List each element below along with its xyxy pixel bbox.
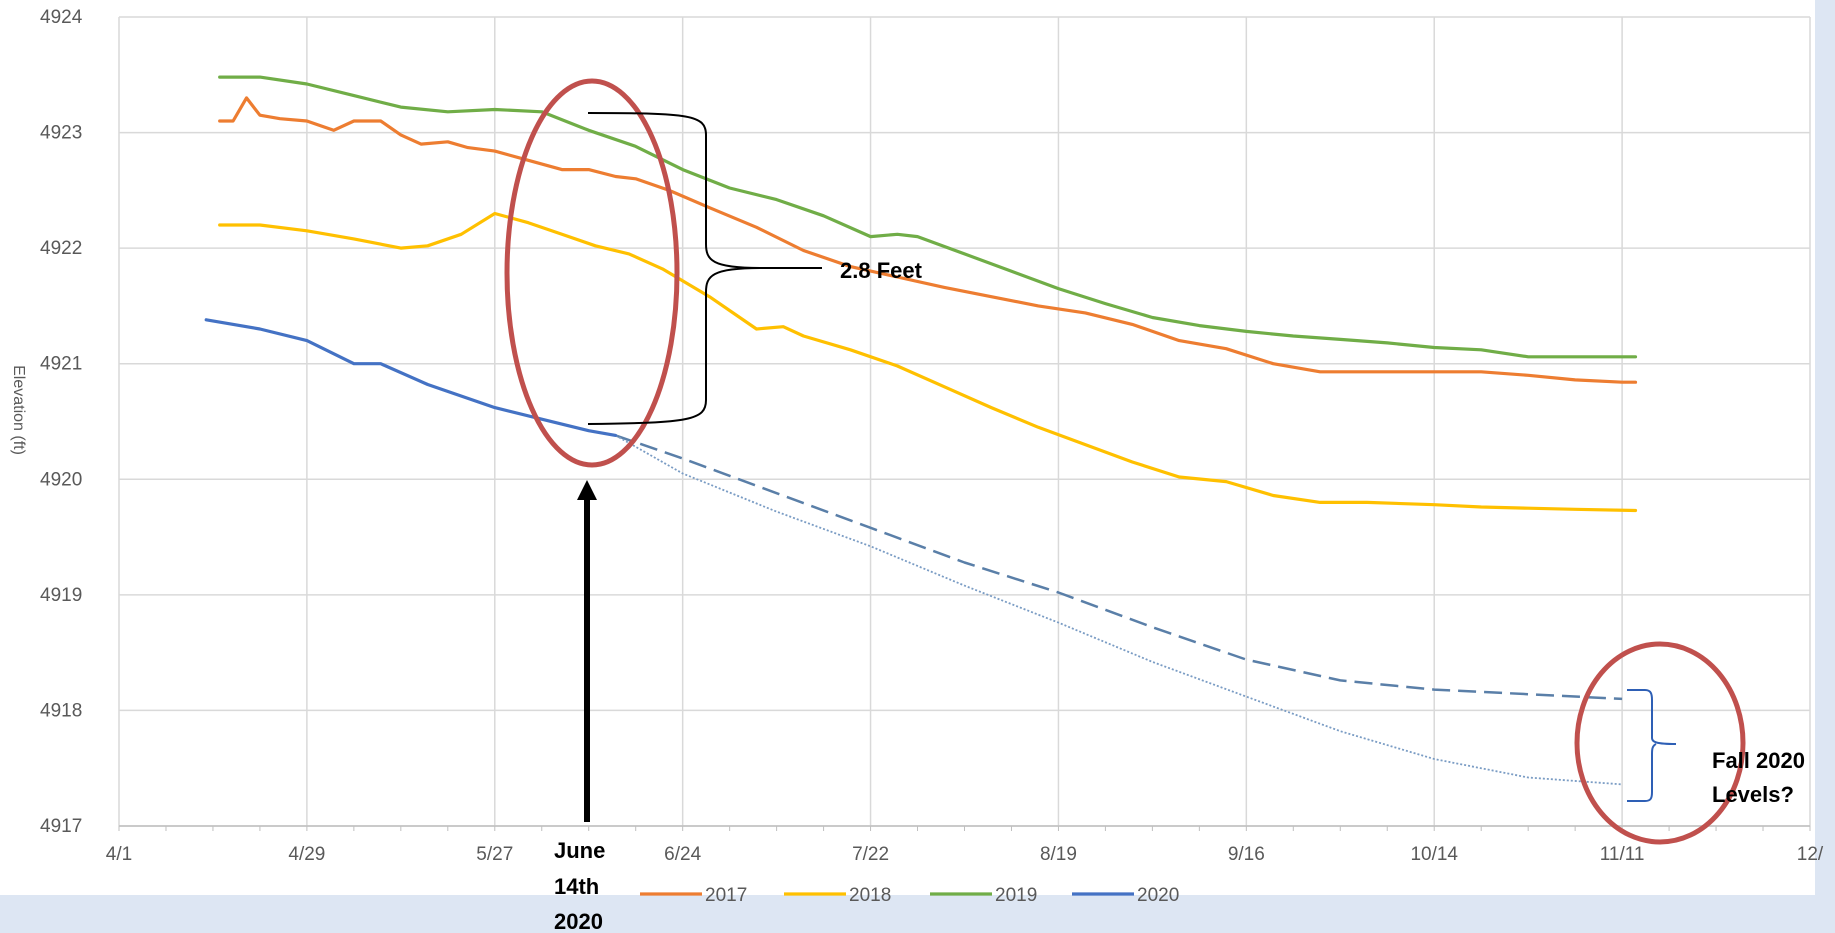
series-line-2019 bbox=[218, 75, 1638, 359]
legend-label-2018: 2018 bbox=[849, 885, 891, 906]
date-label-line-3: 2020 bbox=[554, 909, 603, 933]
fall-label-line-1: Fall 2020 bbox=[1712, 748, 1805, 773]
series-lines bbox=[204, 75, 1638, 786]
y-tick-label: 4918 bbox=[40, 700, 82, 721]
june-highlight-ellipse bbox=[504, 78, 680, 468]
x-tick-label: 8/19 bbox=[1040, 844, 1077, 865]
y-tick-label: 4921 bbox=[40, 354, 82, 375]
legend-label-2020: 2020 bbox=[1137, 885, 1179, 906]
x-tick-label: 7/22 bbox=[852, 844, 889, 865]
legend-label-2017: 2017 bbox=[705, 885, 747, 906]
y-tick-label: 4924 bbox=[40, 7, 83, 28]
x-tick-label: 12/ bbox=[1797, 844, 1824, 865]
legend-label-2019: 2019 bbox=[995, 885, 1037, 906]
annotations: 2.8 Feet Fall 2020 Levels? June 14th 202… bbox=[504, 78, 1805, 933]
x-tick-label: 10/14 bbox=[1410, 844, 1458, 865]
fall-brace bbox=[1627, 689, 1677, 802]
series-line-2018 bbox=[218, 211, 1638, 513]
series-line-2020 bbox=[204, 318, 618, 437]
date-label-line-2: 14th bbox=[554, 874, 599, 899]
x-tick-label: 5/27 bbox=[476, 844, 513, 865]
series-line-2017 bbox=[218, 96, 1638, 384]
projection-line-dotted bbox=[615, 434, 1623, 786]
plot-area-background bbox=[0, 0, 1815, 895]
y-tick-label: 4922 bbox=[40, 238, 82, 259]
difference-brace bbox=[587, 112, 822, 425]
difference-label: 2.8 Feet bbox=[840, 258, 923, 283]
y-axis-label: Elevation (ft) bbox=[10, 365, 27, 455]
y-tick-label: 4919 bbox=[40, 585, 82, 606]
y-tick-label: 4923 bbox=[40, 123, 82, 144]
x-tick-labels: 4/1 4/29 5/27 6/24 7/22 8/19 9/16 10/14 11/11 12/ bbox=[106, 844, 1824, 865]
x-tick-label: 9/16 bbox=[1228, 844, 1265, 865]
fall-highlight-ellipse bbox=[1574, 641, 1746, 845]
y-tick-label: 4917 bbox=[40, 816, 82, 837]
june-arrow-head bbox=[577, 480, 597, 500]
y-tick-labels: 4917 4918 4919 4920 4921 4922 4923 4924 bbox=[40, 7, 83, 837]
x-tick-label: 4/29 bbox=[288, 844, 325, 865]
legend: 2017 2018 2019 2020 bbox=[640, 885, 1179, 906]
fall-label-line-2: Levels? bbox=[1712, 782, 1794, 807]
date-label-line-1: June bbox=[554, 838, 605, 863]
x-tick-label: 4/1 bbox=[106, 844, 132, 865]
x-tick-label: 6/24 bbox=[664, 844, 701, 865]
x-tick-label: 11/11 bbox=[1600, 844, 1645, 865]
projection-line-dashed bbox=[615, 434, 1623, 701]
y-tick-label: 4920 bbox=[40, 469, 82, 490]
